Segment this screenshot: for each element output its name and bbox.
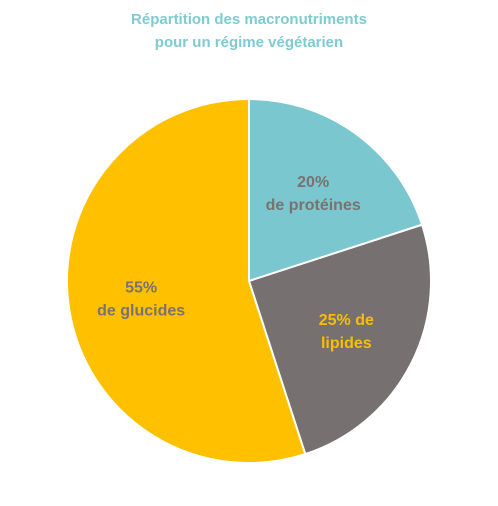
pie-slice-label-2-line-0: 55% — [125, 280, 157, 297]
chart-title-line-1: Répartition des macronutriments — [131, 11, 367, 28]
pie-slice-0 — [248, 98, 424, 282]
chart-title-line-2: pour un régime végétarien — [154, 34, 344, 51]
pie-slice-label-0-line-0: 20% — [297, 174, 329, 191]
pie-slice-label-1-line-0: 25% de — [319, 312, 374, 329]
pie-slice-label-0: 20% de protéines — [266, 174, 361, 214]
pie-slice-2 — [66, 98, 307, 464]
pie-slice-label-1: 25% de lipides — [319, 312, 374, 352]
pie-slice-label-2-line-1: de glucides — [97, 303, 185, 320]
pie-slice-1 — [248, 223, 432, 456]
chart-title: Répartition des macronutriments pour un … — [0, 8, 498, 54]
pie-slice-label-2: 55% de glucides — [97, 280, 185, 320]
pie-slice-label-0-line-1: de protéines — [266, 197, 361, 214]
pie-slice-label-1-line-1: lipides — [321, 335, 372, 352]
